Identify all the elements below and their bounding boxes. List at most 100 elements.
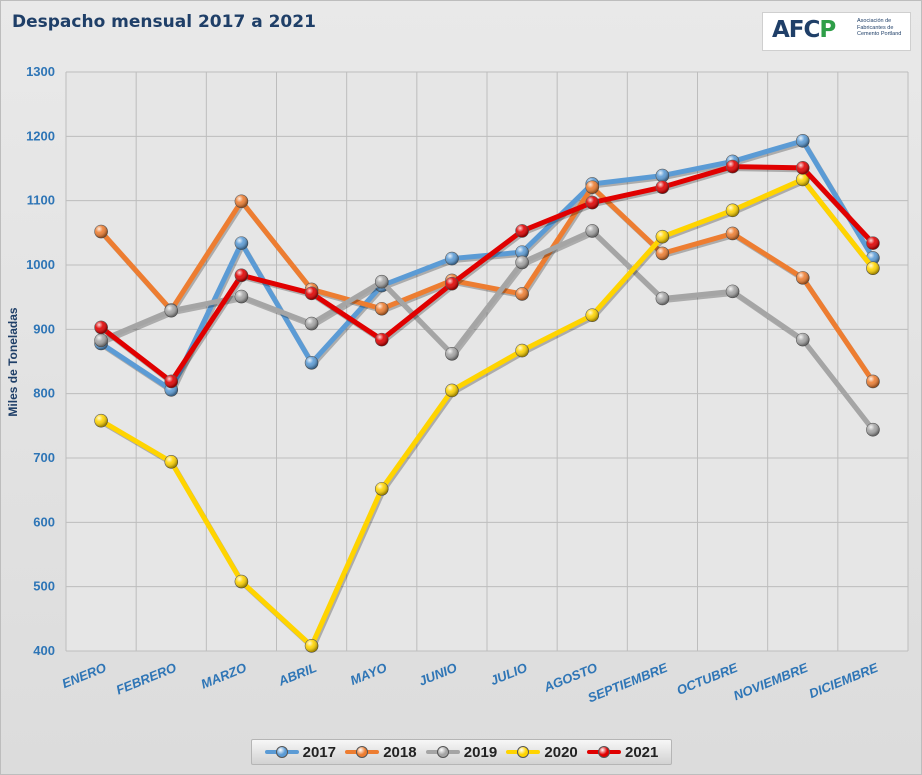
afcp-logo: AFCP Asociación de Fabricantes de Cement… — [762, 12, 911, 51]
data-point-shine — [515, 245, 529, 259]
x-tick-label: NOVIEMBRE — [731, 660, 810, 704]
data-point-shine — [375, 482, 389, 496]
data-point-shine — [234, 575, 248, 589]
logo-mark-accent: P — [819, 17, 836, 43]
data-point-shine — [866, 236, 880, 250]
data-point-shine — [305, 286, 319, 300]
legend-label: 2021 — [624, 743, 659, 761]
x-tick-label: DICIEMBRE — [807, 660, 881, 701]
series-line-2019 — [100, 228, 875, 432]
x-tick-label: ABRIL — [275, 660, 318, 689]
data-point-shine — [796, 271, 810, 285]
y-tick-label: 500 — [33, 579, 55, 594]
legend-label: 2018 — [383, 743, 417, 761]
x-tick-label: SEPTIEMBRE — [586, 660, 670, 706]
data-point-shine — [375, 275, 389, 289]
data-point-shine — [866, 423, 880, 437]
y-tick-label: 700 — [33, 450, 55, 465]
data-point-shine — [585, 180, 599, 194]
data-point-shine — [726, 203, 740, 217]
legend-swatch — [586, 746, 621, 758]
data-point-shine — [305, 639, 319, 653]
y-tick-label: 1000 — [26, 257, 55, 272]
series-group — [94, 134, 880, 653]
data-point-shine — [375, 333, 389, 347]
data-point-shine — [445, 277, 459, 291]
chart-title: Despacho mensual 2017 a 2021 — [12, 12, 316, 32]
data-point-shine — [234, 290, 248, 304]
series-line-2020 — [99, 176, 875, 649]
data-point-shine — [515, 224, 529, 238]
data-point-shine — [515, 287, 529, 301]
legend-item-2019: 2019 — [425, 743, 498, 761]
legend-swatch-dot — [275, 746, 288, 758]
data-point-shine — [94, 333, 108, 347]
data-point-shine — [375, 302, 389, 316]
legend-swatch — [506, 746, 541, 758]
data-point-shine — [866, 261, 880, 275]
data-point-shine — [164, 304, 178, 318]
data-point-shine — [445, 252, 459, 266]
y-axis-label: Miles de Toneladas — [6, 307, 20, 416]
legend-swatch-dot — [436, 746, 449, 758]
legend-label: 2019 — [463, 743, 498, 761]
data-point-shine — [655, 291, 669, 305]
x-tick-label: JUNIO — [417, 660, 459, 689]
y-tick-label: 900 — [33, 321, 55, 336]
data-point-shine — [655, 246, 669, 260]
data-point-shine — [726, 226, 740, 240]
data-point-shine — [164, 374, 178, 388]
data-point-shine — [655, 169, 669, 183]
x-tick-label: MAYO — [348, 660, 389, 688]
y-tick-label: 800 — [33, 386, 55, 401]
legend-swatch — [425, 746, 460, 758]
data-point-shine — [796, 333, 810, 347]
data-point-shine — [164, 455, 178, 469]
data-point-shine — [515, 344, 529, 358]
legend-swatch-dot — [597, 746, 610, 758]
data-point-shine — [866, 374, 880, 388]
chart-legend: 2017 2018 2019 2020 2021 — [251, 739, 672, 765]
data-point-shine — [234, 194, 248, 208]
logo-mark-text: AFC — [772, 17, 820, 43]
data-point-shine — [655, 230, 669, 244]
legend-item-2018: 2018 — [345, 743, 417, 761]
data-point-shine — [796, 161, 810, 175]
y-tick-label: 1100 — [27, 193, 55, 208]
y-tick-label: 600 — [33, 514, 55, 529]
legend-label: 2017 — [302, 743, 336, 761]
legend-swatch — [345, 746, 380, 758]
grid — [65, 71, 909, 652]
logo-text: Asociación de Fabricantes de Cemento Por… — [857, 18, 902, 37]
x-tick-label: MARZO — [199, 660, 249, 692]
x-tick-label: FEBRERO — [114, 660, 179, 698]
data-point-shine — [585, 224, 599, 238]
legend-label: 2020 — [544, 743, 578, 761]
legend-item-2021: 2021 — [586, 743, 659, 761]
data-point-shine — [585, 308, 599, 322]
data-point-shine — [796, 134, 810, 148]
data-point-shine — [585, 196, 599, 210]
y-axis-ticks: 400 500 600 700 800 900 1000 1100 1200 1300 — [26, 64, 55, 658]
legend-swatch-dot — [356, 746, 369, 758]
x-axis-ticks: ENERO FEBRERO MARZO ABRIL MAYO JUNIO JULIO AGOS… — [60, 660, 881, 706]
data-point-shine — [726, 160, 740, 174]
x-tick-label: JULIO — [488, 660, 529, 688]
legend-item-2017: 2017 — [264, 743, 336, 761]
legend-swatch-dot — [517, 746, 530, 758]
data-point-shine — [305, 356, 319, 370]
data-point-shine — [515, 255, 529, 269]
data-point-shine — [94, 414, 108, 428]
x-tick-label: ENERO — [60, 660, 108, 691]
data-point-shine — [445, 383, 459, 397]
data-point-shine — [234, 236, 248, 250]
y-tick-label: 1200 — [26, 128, 55, 143]
y-tick-label: 400 — [33, 643, 55, 658]
data-point-shine — [726, 284, 740, 298]
data-point-shine — [94, 320, 108, 334]
data-point-shine — [655, 180, 669, 194]
x-tick-label: OCTUBRE — [674, 660, 740, 698]
legend-swatch — [264, 746, 299, 758]
data-point-shine — [445, 347, 459, 361]
